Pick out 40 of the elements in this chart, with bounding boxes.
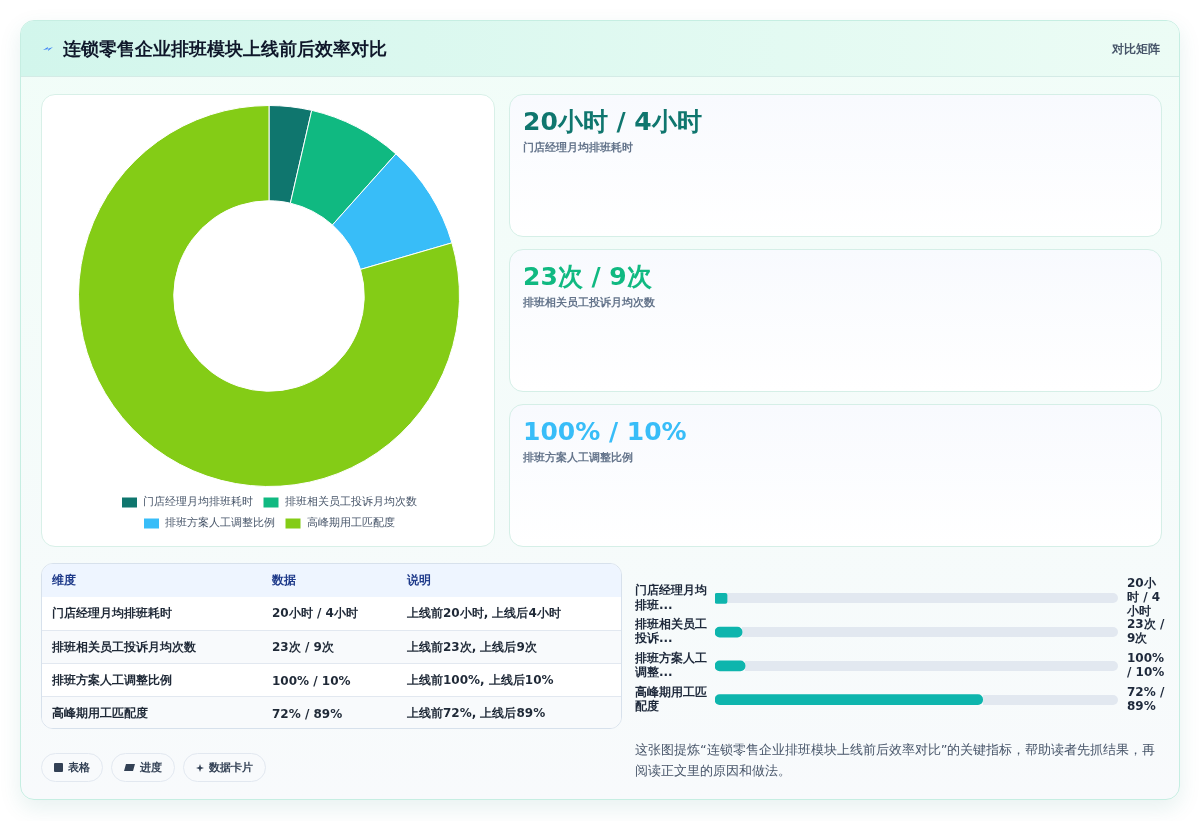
text: 23次 / 9次: [272, 639, 334, 656]
text: 排班相关员工投诉月均次数: [523, 295, 655, 311]
y-tick-label: 门店经理月均排班...: [634, 583, 707, 612]
text: 门店经理月均排班耗时: [523, 140, 633, 156]
y-tick-label: 高峰期用工匹配度: [635, 684, 707, 714]
text: 72% / 89%: [272, 705, 343, 723]
y-tick-label: 排班相关员工投诉...: [634, 617, 707, 646]
category-label: 说明: [407, 572, 431, 589]
text: 连锁零售企业排班模块上线前后效率对比: [63, 37, 387, 61]
text: 上线前23次, 上线后9次: [407, 639, 537, 656]
text: 20小时 / 4小时: [523, 107, 702, 137]
text: 上线前72%, 上线后89%: [407, 705, 546, 722]
y-tick-label: 排班方案人工调整...: [634, 650, 707, 680]
data-label: 23次 / 9次: [1127, 617, 1165, 646]
data-label: 72% / 89%: [1127, 684, 1165, 713]
text: 进度: [140, 760, 162, 775]
category-label: 数据: [272, 572, 296, 589]
category-label: 维度: [52, 572, 76, 589]
text: 排班相关员工投诉月均次数: [52, 639, 196, 656]
text: 高峰期用工匹配度: [52, 705, 148, 722]
legend-label: 排班相关员工投诉月均次数: [284, 495, 417, 509]
text: 上线前100%, 上线后10%: [407, 672, 554, 689]
bar: [715, 592, 728, 604]
data-label: 100% / 10%: [1127, 651, 1165, 680]
text: 排班方案人工调整比例: [523, 450, 633, 466]
text: 数据卡片: [209, 760, 253, 775]
text: 表格: [68, 760, 90, 775]
data-label: 20小时 / 4小时: [1126, 576, 1161, 619]
text: 上线前20小时, 上线后4小时: [407, 605, 561, 622]
text: 100% / 10%: [523, 417, 687, 447]
text: 排班方案人工调整比例: [52, 672, 172, 689]
text: 门店经理月均排班耗时: [52, 605, 172, 622]
text: 对比矩阵: [1112, 41, 1160, 57]
legend-label: 门店经理月均排班耗时: [143, 495, 253, 509]
legend-label: 排班方案人工调整比例: [165, 516, 275, 530]
legend-label: 高峰期用工匹配度: [306, 516, 395, 530]
text: 20小时 / 4小时: [272, 605, 358, 622]
text: 100% / 10%: [272, 672, 351, 690]
text: 这张图提炼“连锁零售企业排班模块上线前后效率对比”的关键指标，帮助读者先抓结果，再阅读正文里的原因和做法。: [635, 741, 1157, 780]
text: 23次 / 9次: [523, 262, 652, 292]
